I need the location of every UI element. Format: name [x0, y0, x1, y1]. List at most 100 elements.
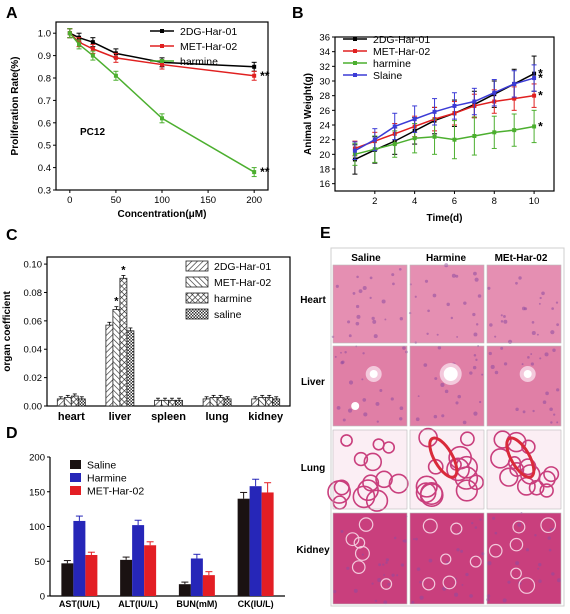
- bar-heart-2dg-har-01: [56, 398, 65, 407]
- significance-marker: *: [538, 119, 543, 133]
- glomerulus: [351, 560, 366, 574]
- y-axis-label: Animal Weight(g): [303, 73, 314, 155]
- series-line-slaine: [354, 77, 535, 152]
- glomerulus: [422, 577, 436, 591]
- bar-liver-met-har-02: [112, 309, 121, 407]
- x-tick-label-bun-mm: BUN(mM): [176, 599, 217, 609]
- nucleus: [469, 594, 473, 598]
- legend-marker: [160, 59, 164, 63]
- bar-bun-mm-saline: [178, 584, 191, 596]
- bar-heart-harmine: [70, 395, 79, 407]
- data-point: [352, 148, 357, 153]
- bar-liver-harmine: [119, 277, 128, 407]
- series-line-harmine: [354, 125, 535, 156]
- nucleus: [488, 351, 492, 356]
- nucleus: [416, 567, 421, 571]
- nucleus: [475, 323, 479, 326]
- legend-swatch: [70, 486, 81, 495]
- plot-frame: [334, 36, 555, 192]
- tissue-background: [487, 346, 561, 426]
- x-tick-label-spleen: spleen: [151, 411, 186, 423]
- nucleus: [415, 417, 420, 422]
- x-tick-label: 200: [246, 195, 262, 206]
- nucleus: [376, 420, 379, 423]
- nucleus: [556, 388, 560, 392]
- nucleus: [474, 277, 479, 282]
- histology-column-harmine: Harmine: [426, 253, 466, 264]
- nucleus: [399, 317, 403, 321]
- y-tick-label: 1.0: [38, 29, 51, 40]
- nucleus: [549, 528, 553, 531]
- glomerulus: [358, 517, 374, 532]
- nucleus: [396, 574, 399, 577]
- x-tick-label: 2: [372, 196, 377, 207]
- nucleus: [494, 335, 497, 338]
- bar-lung-2dg-har-01: [202, 398, 211, 407]
- data-point: [452, 103, 457, 108]
- central-vein: [351, 402, 360, 410]
- nucleus: [489, 323, 493, 327]
- nucleus: [500, 346, 504, 350]
- y-tick-label: 26: [319, 106, 330, 117]
- bar-spleen-2dg-har-01: [154, 399, 162, 407]
- histology-image-heart-harmine: [408, 263, 485, 344]
- nucleus: [393, 536, 397, 540]
- bar-spleen-saline: [175, 399, 183, 407]
- nucleus: [362, 398, 367, 402]
- panel-e-histology-grid: Saline Harmine MEt-Har-02 Heart Liver Lu…: [296, 247, 565, 607]
- nucleus: [474, 526, 478, 529]
- y-tick-label: 22: [319, 135, 330, 146]
- nucleus: [472, 312, 476, 317]
- alveolus: [362, 474, 380, 492]
- nucleus: [340, 351, 342, 354]
- x-tick-label: 4: [412, 196, 417, 207]
- legend-marker: [353, 37, 357, 41]
- legend-label-2dg-har-01: 2DG-Har-01: [180, 26, 237, 38]
- glomerulus: [469, 555, 482, 568]
- nucleus: [472, 365, 477, 370]
- data-point: [472, 134, 477, 138]
- nucleus: [334, 355, 337, 358]
- central-vein: [523, 370, 532, 378]
- legend-marker: [160, 44, 164, 48]
- tissue-background: [487, 265, 561, 343]
- panel-d-serum-biochemistry-chart: 0 50 100 150 200 AST(IU/L) ALT(IU/L) BUN(mM) CK(…: [29, 453, 285, 609]
- nucleus: [475, 358, 478, 361]
- alveolus: [340, 434, 353, 447]
- alveolus: [388, 473, 409, 494]
- y-tick-label: 16: [319, 179, 330, 190]
- nucleus: [378, 563, 382, 567]
- x-tick-label: 150: [200, 195, 216, 206]
- nucleus: [352, 292, 356, 295]
- data-point: [90, 53, 95, 58]
- alveolus: [446, 457, 470, 482]
- nucleus: [369, 276, 373, 280]
- nucleus: [556, 421, 559, 424]
- bar-ast-iu-l-met-har-02: [85, 554, 98, 596]
- nucleus: [414, 295, 417, 298]
- x-axis-label: Concentration(μM): [118, 209, 207, 220]
- nucleus: [417, 395, 420, 398]
- vessel: [428, 436, 459, 479]
- legend-marker: [353, 49, 357, 53]
- panel-c-organ-coefficient-chart: 0.00 0.02 0.04 0.06 0.08 0.10 heart liver spleen…: [2, 256, 291, 423]
- alveolus: [459, 431, 475, 447]
- data-point: [67, 31, 72, 36]
- significance-marker: *: [538, 71, 543, 85]
- nucleus: [469, 371, 473, 375]
- nucleus: [486, 597, 490, 602]
- nucleus: [371, 316, 375, 321]
- glomerulus: [345, 532, 360, 547]
- central-vein: [369, 370, 378, 378]
- y-tick-label: 0.5: [38, 141, 51, 152]
- nucleus: [550, 421, 553, 424]
- tissue-background: [487, 513, 561, 604]
- legend-label-saline: Saline: [87, 460, 116, 472]
- legend-swatch: [185, 292, 209, 304]
- nucleus: [532, 409, 535, 413]
- nucleus: [455, 274, 459, 278]
- nucleus: [346, 566, 350, 570]
- series-line-harmine: [69, 32, 255, 173]
- alveolus: [415, 482, 437, 504]
- histology-image-lung-harmine: [409, 427, 485, 510]
